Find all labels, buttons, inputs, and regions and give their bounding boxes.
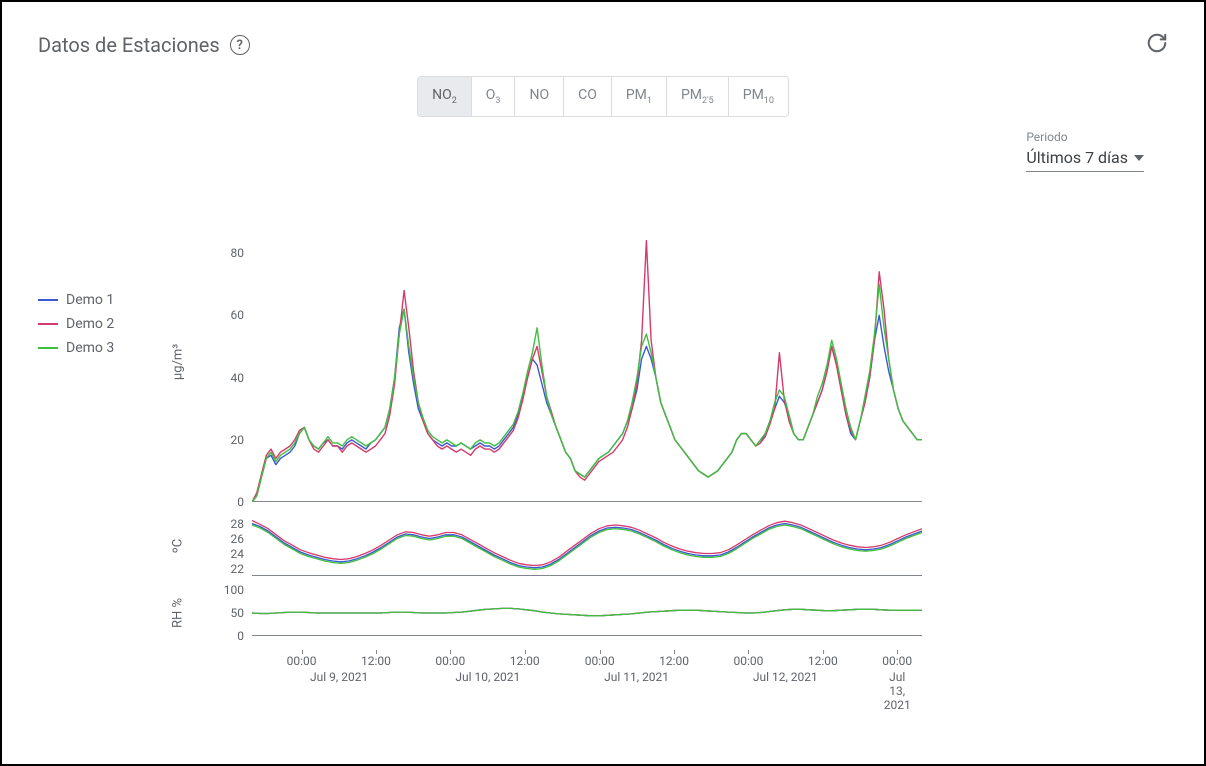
y-tick: 26 — [231, 532, 245, 546]
tab-pm1[interactable]: PM1 — [612, 77, 667, 116]
series-line — [252, 241, 922, 502]
series-line — [252, 608, 922, 615]
y-tick: 20 — [231, 433, 245, 447]
chart-plot — [252, 222, 922, 502]
page-title: Datos de Estaciones — [38, 33, 220, 57]
tab-o3[interactable]: O3 — [472, 77, 516, 116]
pollutant-tabs: NO2O3NOCOPM1PM2'5PM10 — [2, 76, 1204, 117]
legend-swatch — [38, 299, 58, 301]
legend-item[interactable]: Demo 2 — [38, 316, 114, 332]
x-tick: 00:00 — [882, 654, 912, 668]
refresh-icon[interactable] — [1146, 32, 1168, 58]
legend-swatch — [38, 347, 58, 349]
chart-legend: Demo 1 Demo 2 Demo 3 — [38, 292, 114, 364]
x-axis: 00:00 12:00 00:00 12:00 00:00 12:00 00:00 12:00… — [252, 650, 922, 690]
y-tick: 0 — [237, 495, 244, 509]
charts-area: µg/m³020406080ºC22242628RH %05010000:001… — [222, 222, 942, 690]
legend-swatch — [38, 323, 58, 325]
series-line — [252, 608, 922, 615]
series-line — [252, 521, 922, 566]
y-tick: 80 — [231, 246, 245, 260]
y-axis-label: µg/m³ — [171, 344, 186, 380]
y-axis-label: RH % — [171, 598, 186, 628]
x-tick: 00:00 — [435, 654, 465, 668]
chevron-down-icon — [1134, 155, 1144, 161]
series-line — [252, 608, 922, 615]
x-tick: 00:00 — [585, 654, 615, 668]
x-tick: 12:00 — [808, 654, 838, 668]
y-tick: 24 — [231, 547, 245, 561]
x-tick: 12:00 — [659, 654, 689, 668]
x-tick: 00:00 — [287, 654, 317, 668]
legend-item[interactable]: Demo 1 — [38, 292, 114, 308]
help-icon[interactable]: ? — [230, 35, 250, 55]
legend-label: Demo 3 — [66, 340, 114, 356]
x-date-label: Jul 11, 2021 — [604, 670, 669, 684]
legend-label: Demo 2 — [66, 316, 114, 332]
chart-plot — [252, 516, 922, 576]
tab-pm2'5[interactable]: PM2'5 — [667, 77, 729, 116]
y-tick: 0 — [237, 629, 244, 643]
x-tick: 12:00 — [510, 654, 540, 668]
tab-no[interactable]: NO — [515, 77, 564, 116]
tab-pm10[interactable]: PM10 — [729, 77, 788, 116]
series-line — [252, 525, 922, 569]
legend-item[interactable]: Demo 3 — [38, 340, 114, 356]
y-tick: 28 — [231, 517, 245, 531]
x-date-label: Jul 9, 2021 — [310, 670, 368, 684]
y-tick: 50 — [231, 606, 245, 620]
chart-plot — [252, 590, 922, 636]
tab-no2[interactable]: NO2 — [418, 77, 472, 116]
x-date-label: Jul 13, 2021 — [884, 670, 911, 712]
tab-co[interactable]: CO — [564, 77, 612, 116]
legend-label: Demo 1 — [66, 292, 114, 308]
y-axis-label: ºC — [171, 539, 186, 553]
x-tick: 00:00 — [734, 654, 764, 668]
x-date-label: Jul 10, 2021 — [455, 670, 520, 684]
y-tick: 100 — [224, 583, 244, 597]
y-tick: 60 — [231, 308, 245, 322]
x-date-label: Jul 12, 2021 — [753, 670, 818, 684]
x-tick: 12:00 — [361, 654, 391, 668]
y-tick: 40 — [231, 371, 245, 385]
y-tick: 22 — [231, 562, 245, 576]
period-label: Periodo — [1026, 130, 1144, 144]
period-value: Últimos 7 días — [1026, 148, 1128, 167]
period-select[interactable]: Últimos 7 días — [1026, 148, 1144, 172]
